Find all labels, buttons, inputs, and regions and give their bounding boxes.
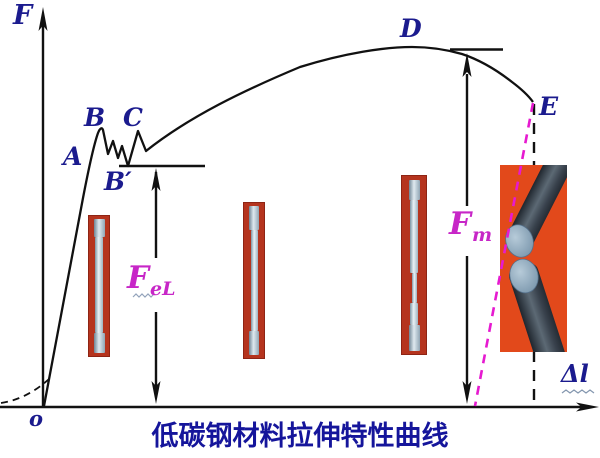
point-label-c: C xyxy=(123,103,143,132)
tensile-curve xyxy=(42,45,534,407)
point-label-d: D xyxy=(400,14,422,43)
x-axis-arrowhead-icon xyxy=(576,402,599,412)
f-m-force-label: Fm xyxy=(449,209,492,245)
f-m-subscript: m xyxy=(472,224,493,246)
specimen-grip xyxy=(93,219,105,237)
specimen-grip xyxy=(249,206,259,230)
f-m-up-arrowhead-icon xyxy=(462,53,472,77)
specimen-gauge xyxy=(95,237,103,333)
point-label-a: A xyxy=(63,142,83,171)
origin-label: o xyxy=(29,406,44,431)
f-el-up-arrowhead-icon xyxy=(151,168,161,191)
specimen-gauge xyxy=(410,302,418,325)
specimen-fractured-photo xyxy=(500,165,567,352)
f-el-wavy-underline-icon xyxy=(132,293,155,298)
specimen-grip xyxy=(408,179,420,200)
x-axis-label: Δl xyxy=(561,359,589,388)
point-label-b-prime: B′ xyxy=(104,167,132,196)
specimen-gauge xyxy=(250,230,258,331)
f-el-symbol: F xyxy=(127,260,150,296)
specimen-grip xyxy=(408,324,420,351)
point-label-b: B xyxy=(84,103,106,132)
y-axis-arrowhead-icon xyxy=(38,7,48,31)
specimen-original-photo xyxy=(88,215,110,357)
f-el-force-label: FeL xyxy=(127,263,175,299)
f-el-down-arrowhead-icon xyxy=(151,381,161,404)
specimen-grip xyxy=(93,333,105,353)
y-axis-label: F xyxy=(13,0,33,31)
f-m-down-arrowhead-icon xyxy=(462,381,472,404)
specimen-neck xyxy=(411,272,417,303)
specimen-gauge xyxy=(410,199,418,273)
delta-l-wavy-underline-icon xyxy=(561,389,595,394)
specimen-grip xyxy=(249,331,259,355)
f-m-symbol: F xyxy=(449,206,472,242)
toe-dashed-curve xyxy=(0,378,50,404)
f-el-subscript: eL xyxy=(150,278,176,300)
figure-title: 低碳钢材料拉伸特性曲线 xyxy=(151,421,449,452)
point-label-e: E xyxy=(539,92,559,121)
specimen-necked-photo xyxy=(401,175,427,355)
specimen-elongated-photo xyxy=(243,202,265,359)
